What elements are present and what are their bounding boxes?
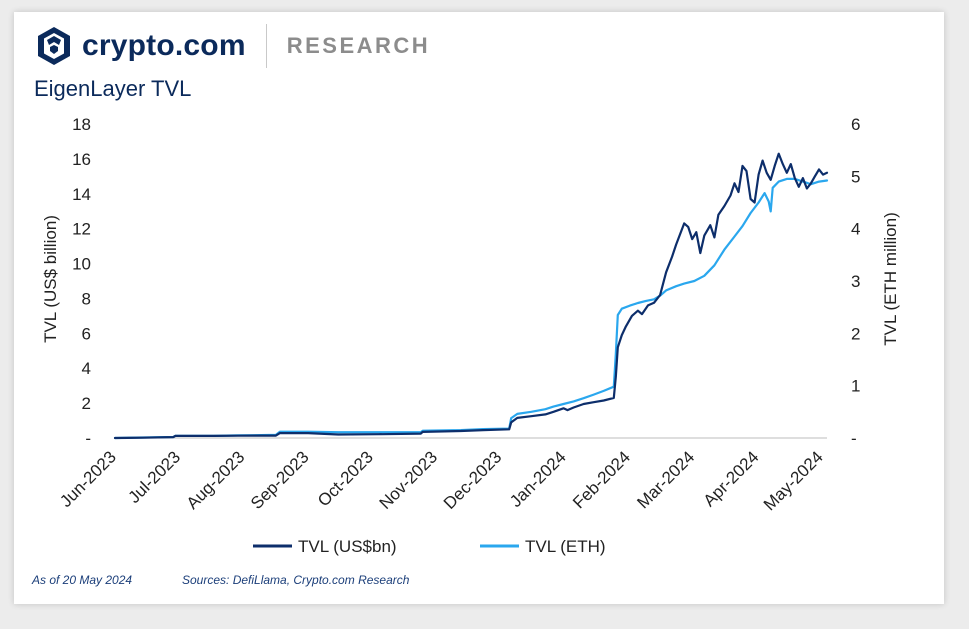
lion-shield-icon	[38, 27, 70, 65]
series-layer	[113, 152, 829, 440]
x-tick-label: Nov-2023	[376, 447, 442, 513]
x-tick-label: Sep-2023	[247, 447, 313, 513]
footer-as-of: As of 20 May 2024	[32, 573, 133, 587]
chart-title: EigenLayer TVL	[34, 76, 192, 101]
x-tick-label: Aug-2023	[183, 447, 249, 513]
x-tick-label: Apr-2024	[700, 447, 763, 510]
legend: TVL (US$bn) TVL (ETH)	[253, 537, 606, 556]
y-right-axis-title: TVL (ETH million)	[881, 212, 900, 346]
y-right-ticks: - 1 2 3 4 5 6	[851, 115, 860, 448]
x-tick-label: Jun-2023	[56, 447, 120, 511]
y-right-tick-label: 6	[851, 115, 860, 134]
y-left-tick-label: 8	[82, 289, 91, 308]
y-left-tick-label: 10	[72, 255, 91, 274]
y-left-tick-label: 16	[72, 150, 91, 169]
y-right-tick-label: 5	[851, 167, 860, 186]
y-right-tick-label: -	[851, 429, 857, 448]
legend-label: TVL (US$bn)	[298, 537, 397, 556]
series-line-eth	[113, 177, 829, 440]
y-left-tick-label: 2	[82, 394, 91, 413]
brand-logo: crypto.com RESEARCH	[36, 24, 430, 68]
series-line-usd	[113, 152, 829, 440]
chart-card: crypto.com RESEARCH EigenLayer TVL As of…	[14, 12, 944, 604]
y-right-tick-label: 1	[851, 377, 860, 396]
y-left-tick-label: -	[85, 429, 91, 448]
y-right-tick-label: 3	[851, 272, 860, 291]
x-tick-label: Mar-2024	[633, 447, 698, 512]
x-tick-label: Jan-2024	[506, 447, 570, 511]
y-right-tick-label: 4	[851, 220, 860, 239]
footer-sources: Sources: DefiLlama, Crypto.com Research	[182, 573, 410, 587]
logo-divider	[265, 24, 267, 68]
y-left-ticks: - 2 4 6 8 10 12 14 16 18	[72, 115, 91, 448]
x-tick-label: Dec-2023	[440, 447, 506, 513]
x-tick-label: May-2024	[760, 447, 827, 514]
brand-name: crypto.com	[82, 29, 246, 62]
x-tick-label: Feb-2024	[569, 447, 634, 512]
y-left-tick-label: 6	[82, 324, 91, 343]
y-left-tick-label: 14	[72, 185, 91, 204]
y-right-tick-label: 2	[851, 324, 860, 343]
x-tick-label: Oct-2023	[314, 447, 377, 510]
y-left-tick-label: 12	[72, 220, 91, 239]
legend-label: TVL (ETH)	[525, 537, 606, 556]
y-left-tick-label: 18	[72, 115, 91, 134]
x-tick-label: Jul-2023	[125, 447, 185, 507]
brand-section: RESEARCH	[286, 33, 431, 58]
y-left-axis-title: TVL (US$ billion)	[41, 215, 60, 343]
y-left-tick-label: 4	[82, 359, 91, 378]
